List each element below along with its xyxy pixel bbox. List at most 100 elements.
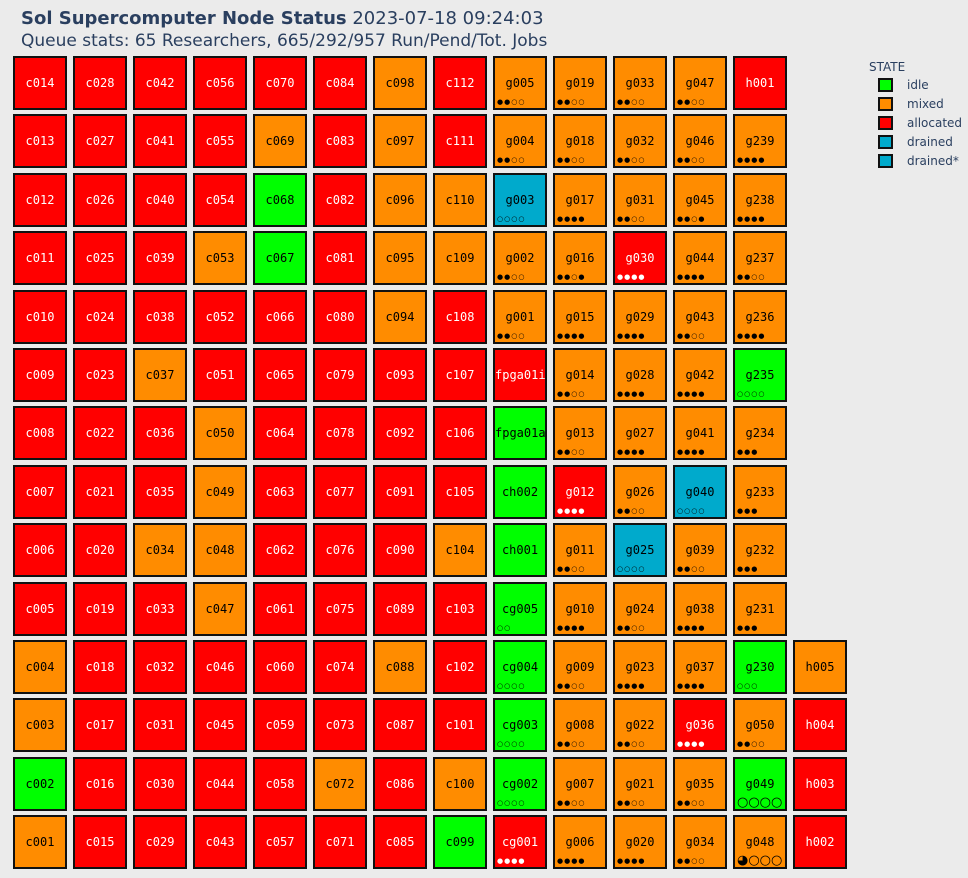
node-c042[interactable]: c042 <box>133 56 187 110</box>
node-g039[interactable]: g039 ●●○○ <box>673 523 727 577</box>
node-g018[interactable]: g018 ●●○○ <box>553 114 607 168</box>
node-c027[interactable]: c027 <box>73 114 127 168</box>
node-c094[interactable]: c094 <box>373 290 427 344</box>
node-c028[interactable]: c028 <box>73 56 127 110</box>
node-h001[interactable]: h001 <box>733 56 787 110</box>
node-c007[interactable]: c007 <box>13 465 67 519</box>
node-h005[interactable]: h005 <box>793 640 847 694</box>
node-c083[interactable]: c083 <box>313 114 367 168</box>
node-c003[interactable]: c003 <box>13 698 67 752</box>
node-g033[interactable]: g033 ●●○○ <box>613 56 667 110</box>
node-c076[interactable]: c076 <box>313 523 367 577</box>
node-c108[interactable]: c108 <box>433 290 487 344</box>
node-g029[interactable]: g029 ●●●● <box>613 290 667 344</box>
node-g015[interactable]: g015 ●●●● <box>553 290 607 344</box>
node-c081[interactable]: c081 <box>313 231 367 285</box>
node-c053[interactable]: c053 <box>193 231 247 285</box>
legend-item[interactable]: mixed <box>869 95 944 114</box>
node-g010[interactable]: g010 ●●●● <box>553 582 607 636</box>
node-c071[interactable]: c071 <box>313 815 367 869</box>
node-g239[interactable]: g239 ●●●● <box>733 114 787 168</box>
node-c096[interactable]: c096 <box>373 173 427 227</box>
node-c101[interactable]: c101 <box>433 698 487 752</box>
node-c020[interactable]: c020 <box>73 523 127 577</box>
node-g040[interactable]: g040 ○○○○ <box>673 465 727 519</box>
node-c084[interactable]: c084 <box>313 56 367 110</box>
node-g032[interactable]: g032 ●●○○ <box>613 114 667 168</box>
node-g003[interactable]: g003 ○○○○ <box>493 173 547 227</box>
node-g049[interactable]: g049 ○○○○ <box>733 757 787 811</box>
node-c052[interactable]: c052 <box>193 290 247 344</box>
node-c040[interactable]: c040 <box>133 173 187 227</box>
node-c025[interactable]: c025 <box>73 231 127 285</box>
node-g022[interactable]: g022 ●●○○ <box>613 698 667 752</box>
node-c059[interactable]: c059 <box>253 698 307 752</box>
node-c095[interactable]: c095 <box>373 231 427 285</box>
node-g009[interactable]: g009 ●●○○ <box>553 640 607 694</box>
node-g045[interactable]: g045 ●●○● <box>673 173 727 227</box>
node-c068[interactable]: c068 <box>253 173 307 227</box>
node-g016[interactable]: g016 ●●○● <box>553 231 607 285</box>
node-c087[interactable]: c087 <box>373 698 427 752</box>
node-c047[interactable]: c047 <box>193 582 247 636</box>
node-cg004[interactable]: cg004 ○○○○ <box>493 640 547 694</box>
node-c054[interactable]: c054 <box>193 173 247 227</box>
node-g041[interactable]: g041 ●●●● <box>673 406 727 460</box>
node-c079[interactable]: c079 <box>313 348 367 402</box>
node-c005[interactable]: c005 <box>13 582 67 636</box>
node-c064[interactable]: c064 <box>253 406 307 460</box>
node-c009[interactable]: c009 <box>13 348 67 402</box>
node-c091[interactable]: c091 <box>373 465 427 519</box>
node-g038[interactable]: g038 ●●●● <box>673 582 727 636</box>
node-c072[interactable]: c072 <box>313 757 367 811</box>
node-c092[interactable]: c092 <box>373 406 427 460</box>
node-g048[interactable]: g048 ◕○○○ <box>733 815 787 869</box>
node-c107[interactable]: c107 <box>433 348 487 402</box>
node-g002[interactable]: g002 ●●○○ <box>493 231 547 285</box>
node-g037[interactable]: g037 ●●●● <box>673 640 727 694</box>
node-g027[interactable]: g027 ●●●● <box>613 406 667 460</box>
node-g043[interactable]: g043 ●●○○ <box>673 290 727 344</box>
node-c085[interactable]: c085 <box>373 815 427 869</box>
node-g013[interactable]: g013 ●●○○ <box>553 406 607 460</box>
node-c031[interactable]: c031 <box>133 698 187 752</box>
node-c100[interactable]: c100 <box>433 757 487 811</box>
node-c043[interactable]: c043 <box>193 815 247 869</box>
node-c008[interactable]: c008 <box>13 406 67 460</box>
node-g042[interactable]: g042 ●●●● <box>673 348 727 402</box>
node-c010[interactable]: c010 <box>13 290 67 344</box>
node-g036[interactable]: g036 ●●●● <box>673 698 727 752</box>
node-c032[interactable]: c032 <box>133 640 187 694</box>
node-cg003[interactable]: cg003 ○○○○ <box>493 698 547 752</box>
node-g023[interactable]: g023 ●●●● <box>613 640 667 694</box>
node-g046[interactable]: g046 ●●○○ <box>673 114 727 168</box>
node-c110[interactable]: c110 <box>433 173 487 227</box>
node-c088[interactable]: c088 <box>373 640 427 694</box>
node-ch001[interactable]: ch001 <box>493 523 547 577</box>
node-c057[interactable]: c057 <box>253 815 307 869</box>
node-c086[interactable]: c086 <box>373 757 427 811</box>
node-g008[interactable]: g008 ●●○○ <box>553 698 607 752</box>
node-g236[interactable]: g236 ●●●● <box>733 290 787 344</box>
node-c014[interactable]: c014 <box>13 56 67 110</box>
node-g005[interactable]: g005 ●●○○ <box>493 56 547 110</box>
node-c030[interactable]: c030 <box>133 757 187 811</box>
node-c112[interactable]: c112 <box>433 56 487 110</box>
node-g001[interactable]: g001 ●●○○ <box>493 290 547 344</box>
node-c036[interactable]: c036 <box>133 406 187 460</box>
node-g014[interactable]: g014 ●●○○ <box>553 348 607 402</box>
node-g020[interactable]: g020 ●●●● <box>613 815 667 869</box>
node-c037[interactable]: c037 <box>133 348 187 402</box>
node-g044[interactable]: g044 ●●●● <box>673 231 727 285</box>
node-c056[interactable]: c056 <box>193 56 247 110</box>
node-c021[interactable]: c021 <box>73 465 127 519</box>
node-c060[interactable]: c060 <box>253 640 307 694</box>
node-g012[interactable]: g012 ●●●● <box>553 465 607 519</box>
node-cg005[interactable]: cg005 ○○ <box>493 582 547 636</box>
node-g031[interactable]: g031 ●●○○ <box>613 173 667 227</box>
node-g028[interactable]: g028 ●●●● <box>613 348 667 402</box>
node-g034[interactable]: g034 ●●○○ <box>673 815 727 869</box>
node-c109[interactable]: c109 <box>433 231 487 285</box>
node-cg002[interactable]: cg002 ○○○○ <box>493 757 547 811</box>
node-c062[interactable]: c062 <box>253 523 307 577</box>
